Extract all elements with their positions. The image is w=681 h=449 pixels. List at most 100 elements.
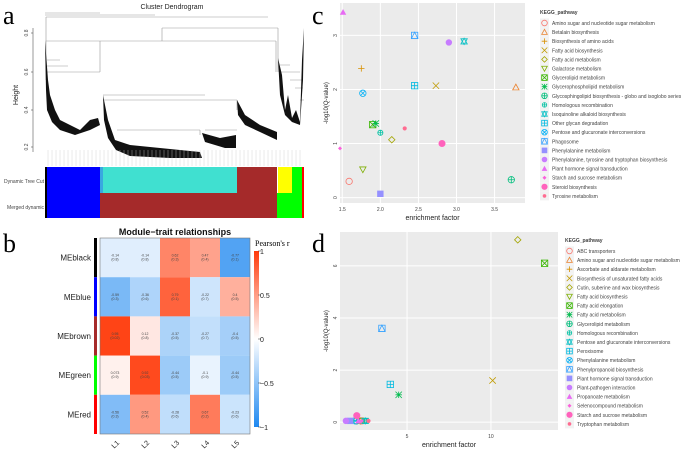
module-color-bar: [94, 355, 97, 395]
cell-pvalue: (0.5): [231, 375, 238, 379]
cell-value: 0.62: [172, 254, 179, 258]
dendrogram-ytick: 0.8: [24, 29, 30, 36]
heatmap-cell: [220, 355, 250, 395]
data-point: [359, 418, 364, 423]
cell-value: -0.36: [141, 293, 149, 297]
legend-key-icon: [566, 347, 573, 355]
heatmap-cell: [160, 355, 190, 395]
legend-key-icon: [566, 284, 573, 291]
legend-label: Starch and sucrose metabolism: [577, 413, 647, 419]
legend-key-icon: [567, 403, 572, 408]
panel-letter-d: d: [312, 229, 325, 258]
dynamic-tree-cut-label: Dynamic Tree Cut: [4, 179, 45, 185]
legend-title: KEGG_pathway: [565, 238, 603, 244]
y-tick-label: 6: [333, 264, 339, 267]
colorbar-tick: 0.5: [260, 293, 270, 300]
data-point: [395, 391, 403, 399]
legend-label: Plant hormone signal transduction: [577, 376, 653, 382]
heatmap-row-label: MEblue: [64, 293, 92, 302]
y-axis-label: -log10(Q-value): [324, 82, 330, 124]
legend-key-icon: [541, 38, 548, 44]
legend-key-icon: [542, 175, 547, 180]
x-tick-label: 10: [488, 434, 494, 440]
cell-value: -0.23: [231, 410, 239, 414]
legend-key-icon: [541, 119, 548, 127]
cell-value: 0.52: [142, 410, 149, 414]
legend-label: Fatty acid elongation: [577, 304, 623, 310]
legend-item: Glycosphingolipid biosynthesis - globo a…: [540, 91, 681, 101]
legend-key-icon: [566, 302, 573, 309]
legend-key-icon: [566, 384, 573, 391]
heatmap-row-label: MEblack: [60, 254, 92, 263]
legend-item: Biosynthesis of unsaturated fatty acids: [565, 273, 663, 283]
heatmap-panel: Module−trait relationships MEblack -0.14(…: [57, 227, 290, 449]
heatmap-cell: [100, 238, 130, 278]
cell-pvalue: (0.8): [111, 258, 118, 262]
legend-key-icon: [541, 165, 548, 171]
heatmap-cell: [160, 238, 190, 278]
legend-item: Homologous recombination: [540, 100, 613, 110]
data-point: [445, 39, 453, 46]
cell-value: -0.77: [231, 254, 239, 258]
legend-item: Cutin, suberine and wax biosynthesis: [565, 282, 660, 292]
legend-label: Tyrosine metabolism: [552, 194, 598, 200]
colorbar-tick: −1: [260, 425, 268, 432]
data-point: [353, 412, 361, 420]
legend-label: Fatty acid metabolism: [552, 57, 601, 63]
legend-key-icon: [566, 330, 573, 336]
legend-label: Tryptophan metabolism: [577, 422, 629, 428]
legend-item: Steroid biosynthesis: [540, 182, 597, 192]
data-point: [411, 82, 419, 90]
heatmap-cell: [220, 316, 250, 356]
legend-item: Plant hormone signal transduction: [540, 164, 628, 174]
legend-label: Steroid biosynthesis: [552, 185, 597, 191]
heatmap-cell: [100, 277, 130, 317]
heatmap-col-label: L3: [171, 440, 182, 449]
cell-pvalue: (0.8): [141, 336, 148, 340]
heatmap-cell: [130, 394, 160, 434]
heatmap-col-label: L2: [141, 440, 152, 449]
legend-item: Isoquinoline alkaloid biosynthesis: [540, 109, 626, 119]
legend-label: Ascorbate and aldarate metabolism: [577, 267, 656, 273]
legend-key-icon: [541, 92, 548, 99]
data-point: [388, 135, 396, 144]
heatmap-cell: [130, 238, 160, 278]
module-color-bar: [94, 277, 97, 317]
legend-title: KEGG_pathway: [540, 10, 578, 16]
legend-item: Biosynthesis of amino acids: [540, 36, 614, 46]
legend-label: Phenylalanine, tyrosine and tryptophan b…: [552, 158, 668, 164]
legend-item: Galactose metabolism: [540, 64, 601, 73]
data-point: [438, 140, 446, 148]
legend-item: Phagosome: [540, 136, 579, 146]
legend-label: Betalain biosynthesis: [552, 30, 599, 36]
legend-key-icon: [566, 256, 573, 263]
legend-key-icon: [566, 338, 573, 346]
legend-key-icon: [541, 56, 548, 63]
plot-background: [340, 232, 558, 430]
legend-key-icon: [541, 47, 548, 54]
cell-pvalue: (0.9): [111, 375, 118, 379]
legend-item: Homologous recombination: [565, 328, 638, 338]
cell-value: -0.14: [141, 254, 149, 258]
scatter-d-panel: 5 10 0 2 4 6 enrichment factor -log10(Q-value) K…: [324, 232, 680, 449]
heatmap-cell: [220, 394, 250, 434]
cell-value: 0.67: [202, 410, 209, 414]
legend-item: Phenylpropanoid biosynthesis: [565, 364, 644, 374]
legend-item: Ascorbate and aldarate metabolism: [565, 264, 656, 274]
colorbar-tick: −0.5: [260, 381, 274, 388]
cell-value: -0.59: [111, 293, 119, 297]
legend-item: Fatty acid elongation: [565, 301, 623, 311]
heatmap-cell: [130, 316, 160, 356]
legend-item: Phenylalanine metabolism: [565, 355, 635, 365]
legend-label: Phenylalanine metabolism: [577, 358, 635, 364]
legend-item: Other glycan degradation: [540, 118, 608, 128]
cell-pvalue: (0.02): [110, 336, 119, 340]
data-point: [339, 8, 347, 15]
heatmap-cell: [100, 355, 130, 395]
heatmap-cell: [160, 394, 190, 434]
legend-item: Glycerolipid metabolism: [540, 73, 605, 83]
dendrogram-ytick: 0.6: [24, 68, 30, 75]
legend-key-icon: [541, 102, 548, 108]
legend-label: Pentose and glucuronate interconversions: [577, 340, 671, 346]
